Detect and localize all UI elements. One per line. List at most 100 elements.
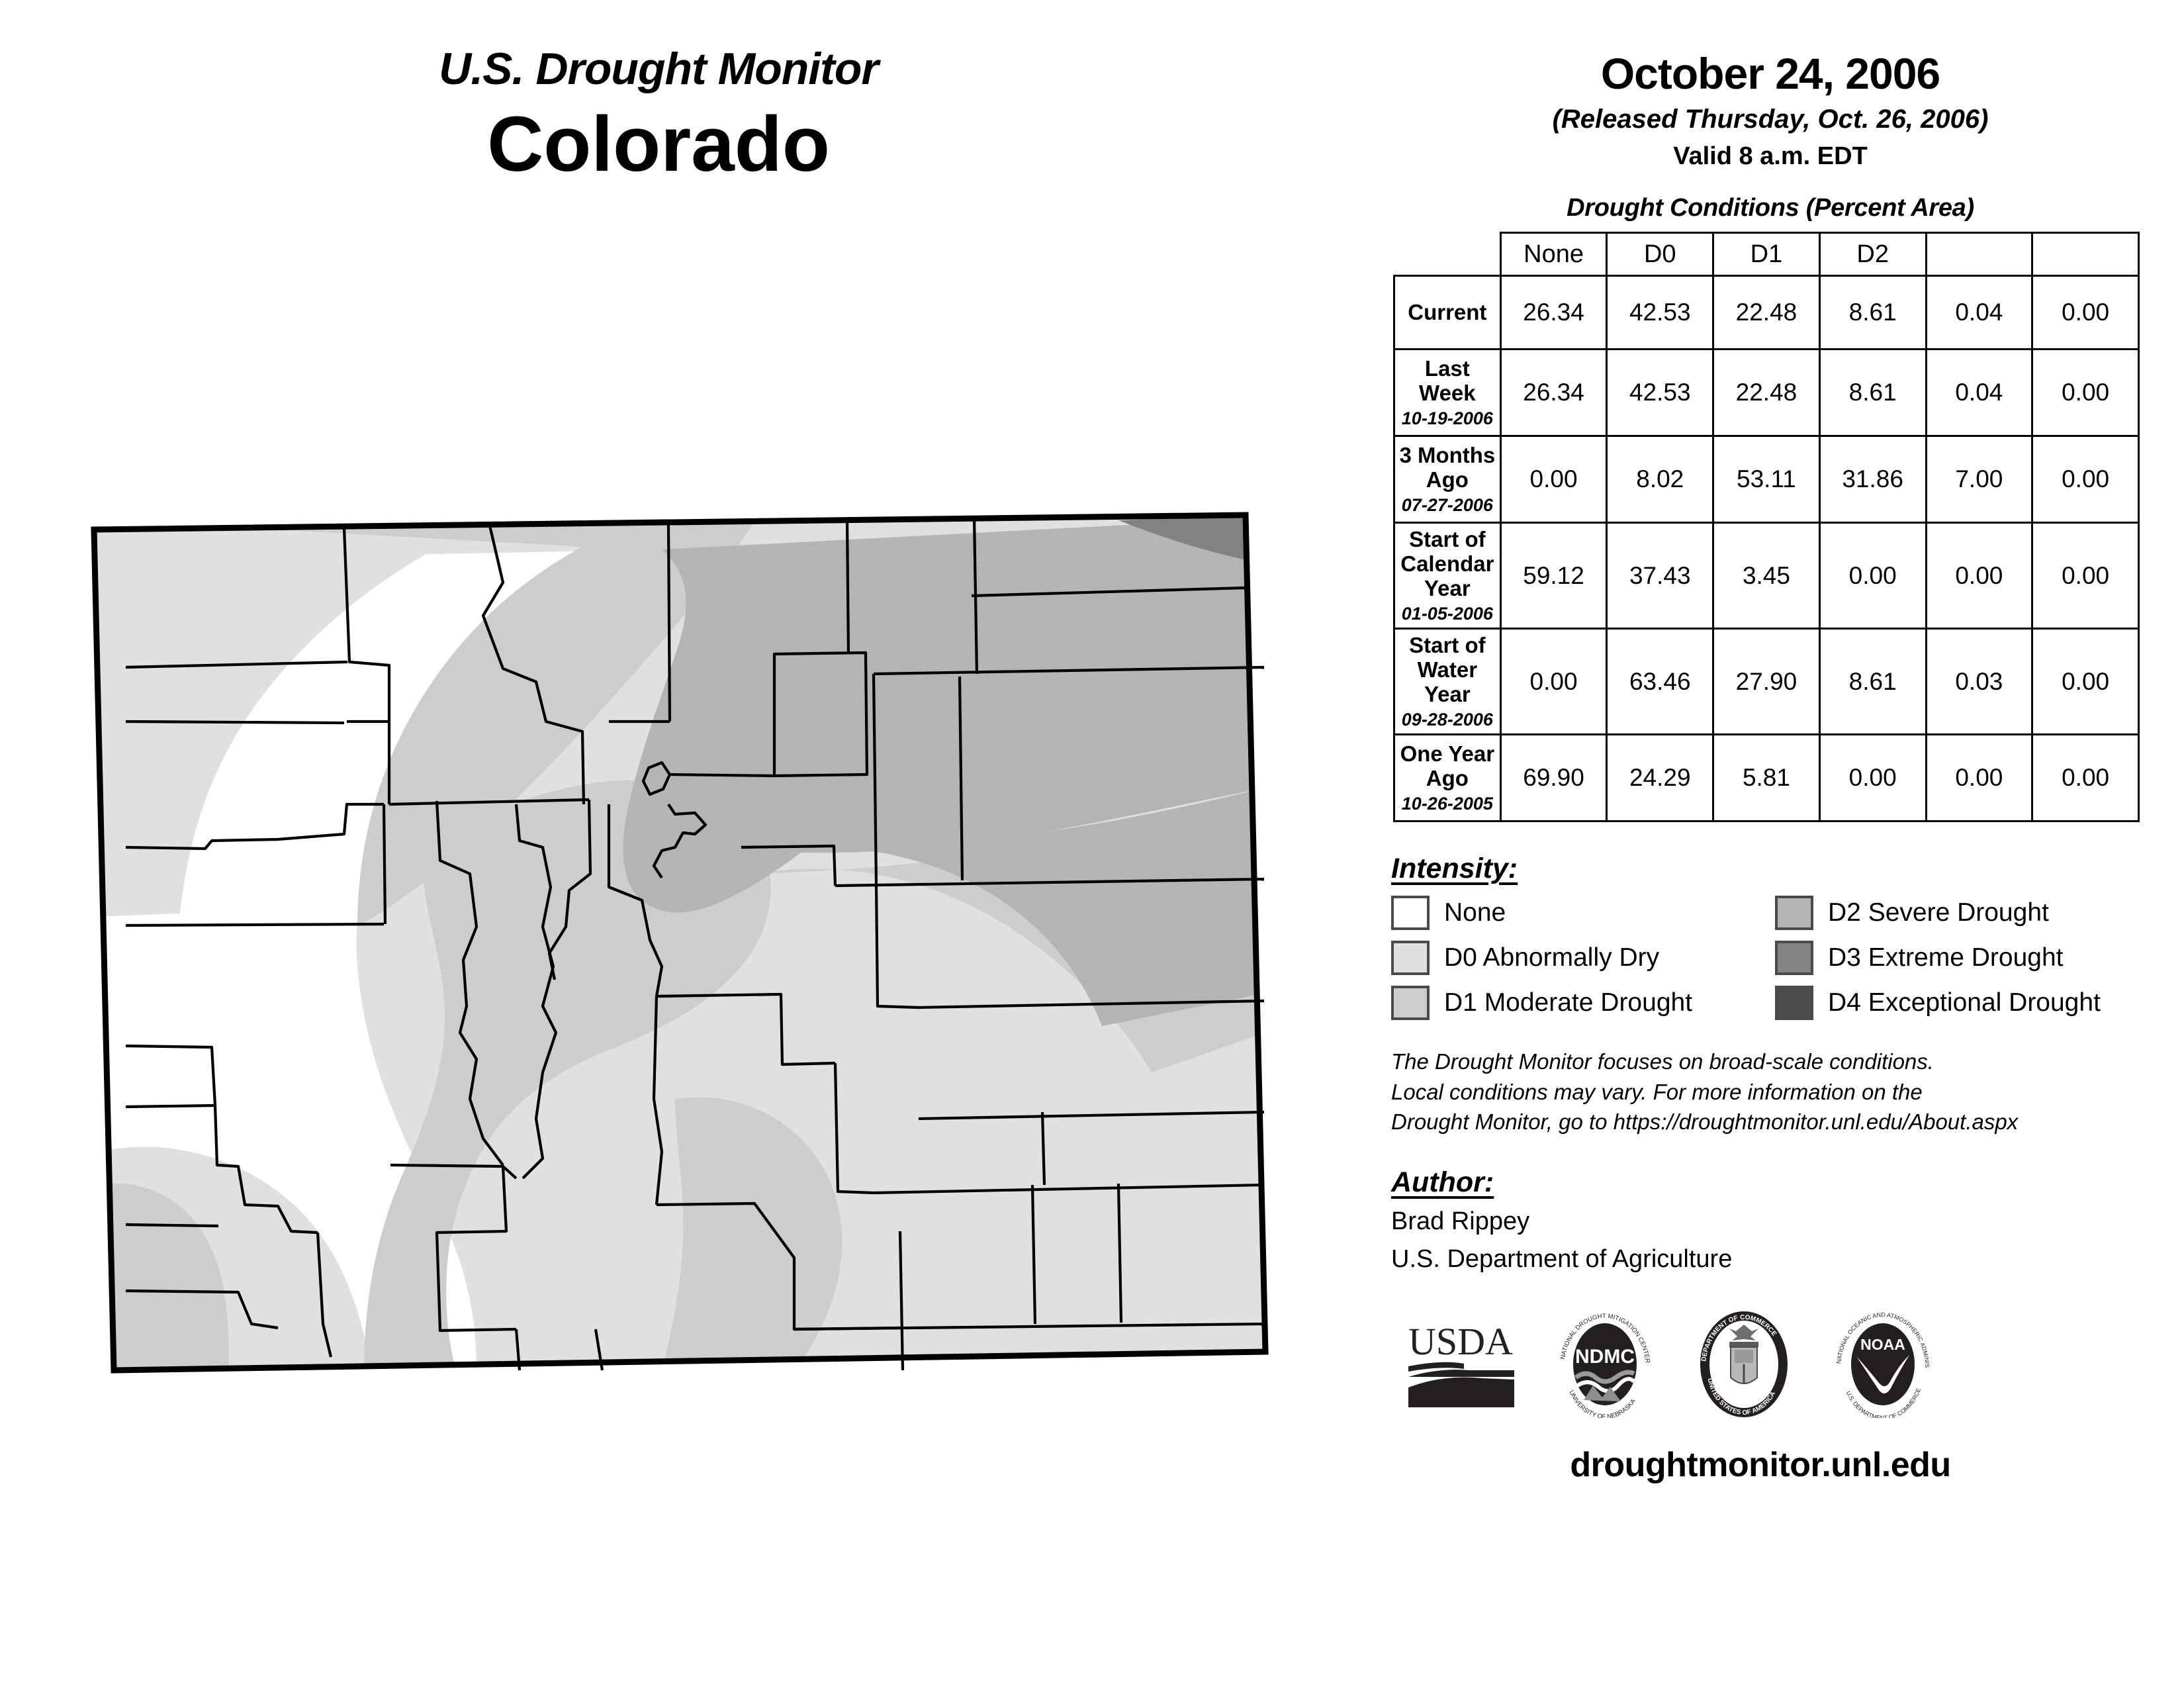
- row-label-line1: Start of: [1409, 633, 1486, 658]
- shade-d2-ne-tail: [774, 788, 1265, 1026]
- legend-label-d2: D2 Severe Drought: [1828, 898, 2049, 927]
- shade-d1-center: [364, 780, 771, 1370]
- cell-current-d2: 8.61: [1818, 275, 1927, 351]
- legend-item-d3: D3 Extreme Drought: [1775, 941, 2159, 976]
- drought-shading-layer: [94, 515, 1265, 1370]
- noaa-wordmark: NOAA: [1860, 1336, 1905, 1353]
- cell-3mo-d0: 8.02: [1606, 435, 1715, 524]
- cell-cal-d1: 3.45: [1712, 522, 1821, 630]
- col-header-d2: D2: [1818, 232, 1927, 277]
- table-caption: Drought Conditions (Percent Area): [1567, 194, 1974, 222]
- ndmc-wordmark: NDMC: [1575, 1346, 1635, 1368]
- row-label-one-year-ago: One Year Ago 10-26-2005: [1393, 733, 1502, 823]
- ndmc-wave-1: [1574, 1370, 1635, 1384]
- cell-last-week-d0: 42.53: [1606, 348, 1715, 438]
- intensity-heading: Intensity:: [1391, 853, 1518, 885]
- disclaimer: The Drought Monitor focuses on broad-sca…: [1357, 1047, 2184, 1137]
- state-title: Colorado: [487, 101, 830, 188]
- cell-1yr-d4: 0.00: [2031, 733, 2140, 823]
- row-label-text: 3 Months Ago: [1399, 443, 1496, 492]
- cell-last-week-d1: 22.48: [1712, 348, 1821, 438]
- row-label-start-calendar-year: Start of Calendar Year 01-05-2006: [1393, 522, 1502, 630]
- table-header-row: None D0 D1 D2 D3 D4: [1394, 232, 2140, 277]
- col-header-d4: D4: [2031, 232, 2140, 277]
- drought-map[interactable]: [79, 503, 1277, 1383]
- report-date: October 24, 2006: [1600, 49, 1940, 98]
- legend-swatch-d3: [1775, 941, 1813, 976]
- cell-1yr-none: 69.90: [1499, 733, 1608, 823]
- legend-label-d0: D0 Abnormally Dry: [1444, 943, 1660, 972]
- row-label-current: Current: [1393, 275, 1502, 351]
- cell-cal-d2: 0.00: [1818, 522, 1927, 630]
- ndmc-logo: NATIONAL DROUGHT MITIGATION CENTER UNIVE…: [1552, 1309, 1658, 1421]
- table-row-one-year-ago: One Year Ago 10-26-2005 69.90 24.29 5.81…: [1393, 733, 2140, 823]
- ndmc-mountains: [1584, 1385, 1621, 1401]
- site-url[interactable]: droughtmonitor.unl.edu: [1570, 1445, 1951, 1484]
- cell-wat-d1: 27.90: [1712, 628, 1821, 736]
- row-label-3-months-ago: 3 Months Ago 07-27-2006: [1393, 435, 1502, 524]
- legend-swatch-d1: [1391, 986, 1430, 1021]
- legend-item-none: None: [1391, 896, 1775, 931]
- shade-d0-nw-band: [94, 522, 490, 917]
- table-row-last-week: Last Week 10-19-2006 26.34 42.53 22.48 8…: [1393, 348, 2140, 438]
- cell-3mo-d4: 0.00: [2031, 435, 2140, 524]
- table-row-3-months-ago: 3 Months Ago 07-27-2006 0.00 8.02 53.11 …: [1393, 435, 2140, 524]
- row-label-date: 09-28-2006: [1401, 710, 1493, 730]
- drought-conditions-table: None D0 D1 D2 D3 D4 Current 26.34 42.53 …: [1393, 232, 2140, 823]
- row-label-date: 10-19-2006: [1401, 408, 1493, 429]
- state-boundary: [91, 512, 1269, 1374]
- col-header-none: None: [1499, 232, 1608, 277]
- row-label-date: 07-27-2006: [1401, 495, 1493, 516]
- legend-item-d0: D0 Abnormally Dry: [1391, 941, 1775, 976]
- legend-item-d2: D2 Severe Drought: [1775, 896, 2159, 931]
- noaa-ellipse: [1851, 1323, 1915, 1405]
- author-block: Author: Brad Rippey U.S. Department of A…: [1357, 1166, 2184, 1274]
- usda-logo-svg: USDA: [1408, 1320, 1514, 1408]
- legend-item-d1: D1 Moderate Drought: [1391, 986, 1775, 1021]
- table-row-current: Current 26.34 42.53 22.48 8.61 0.04 0.00: [1393, 275, 2140, 351]
- disclaimer-line-3[interactable]: Drought Monitor, go to https://droughtmo…: [1391, 1109, 2019, 1135]
- table-row-start-calendar-year: Start of Calendar Year 01-05-2006 59.12 …: [1393, 522, 2140, 630]
- row-label-text: Current: [1408, 299, 1487, 324]
- legend-label-d1: D1 Moderate Drought: [1444, 988, 1693, 1017]
- cell-wat-d2: 8.61: [1818, 628, 1927, 736]
- usda-field: [1408, 1377, 1514, 1408]
- legend-label-d4: D4 Exceptional Drought: [1828, 988, 2101, 1017]
- author-heading: Author:: [1391, 1166, 1494, 1198]
- cell-3mo-d3: 7.00: [1925, 435, 2034, 524]
- disclaimer-line-2: Local conditions may vary. For more info…: [1391, 1079, 1923, 1104]
- logo-row: USDA NATIONAL DROUGHT MITIGATION CENTER …: [1357, 1303, 2184, 1421]
- row-label-text: Last Week: [1419, 356, 1476, 406]
- doc-seal-svg: DEPARTMENT OF COMMERCE UNITED STATES OF …: [1700, 1311, 1788, 1417]
- disclaimer-line-1: The Drought Monitor focuses on broad-sca…: [1391, 1049, 1934, 1074]
- row-label-start-water-year: Start of Water Year 09-28-2006: [1393, 628, 1502, 736]
- cell-3mo-d2: 31.86: [1818, 435, 1927, 524]
- usda-line-2: [1408, 1370, 1514, 1378]
- shade-d2-northeast: [623, 518, 1265, 913]
- date-block: October 24, 2006 (Released Thursday, Oct…: [1357, 0, 2184, 170]
- county-boundaries: [125, 517, 1265, 1371]
- row-label-line2: Water Year: [1417, 657, 1478, 707]
- cell-cal-d3: 0.00: [1925, 522, 2034, 630]
- cell-wat-none: 0.00: [1499, 628, 1608, 736]
- legend-swatch-d2: [1775, 896, 1813, 931]
- ndmc-logo-svg: NATIONAL DROUGHT MITIGATION CENTER UNIVE…: [1559, 1313, 1651, 1421]
- colorado-map-svg[interactable]: [79, 503, 1277, 1383]
- cell-last-week-d3: 0.04: [1925, 348, 2034, 438]
- legend-label-none: None: [1444, 898, 1506, 927]
- cell-current-d0: 42.53: [1606, 275, 1715, 351]
- intensity-legend: Intensity: None D2 Severe Drought D0 Abn…: [1357, 853, 2184, 1021]
- legend-swatch-d4: [1775, 986, 1813, 1021]
- shade-d1-south-spur: [662, 1097, 842, 1370]
- release-note: (Released Thursday, Oct. 26, 2006): [1552, 105, 1989, 134]
- cell-current-none: 26.34: [1499, 275, 1608, 351]
- col-header-d0: D0: [1606, 232, 1715, 277]
- usda-line-1: [1408, 1362, 1464, 1372]
- valid-time: Valid 8 a.m. EDT: [1673, 142, 1868, 171]
- page-title: U.S. Drought Monitor: [439, 44, 879, 94]
- doc-seal: DEPARTMENT OF COMMERCE UNITED STATES OF …: [1691, 1309, 1797, 1421]
- author-affiliation: U.S. Department of Agriculture: [1391, 1244, 1733, 1273]
- row-label-date: 10-26-2005: [1401, 794, 1493, 814]
- cell-1yr-d0: 24.29: [1606, 733, 1715, 823]
- legend-item-d4: D4 Exceptional Drought: [1775, 986, 2159, 1021]
